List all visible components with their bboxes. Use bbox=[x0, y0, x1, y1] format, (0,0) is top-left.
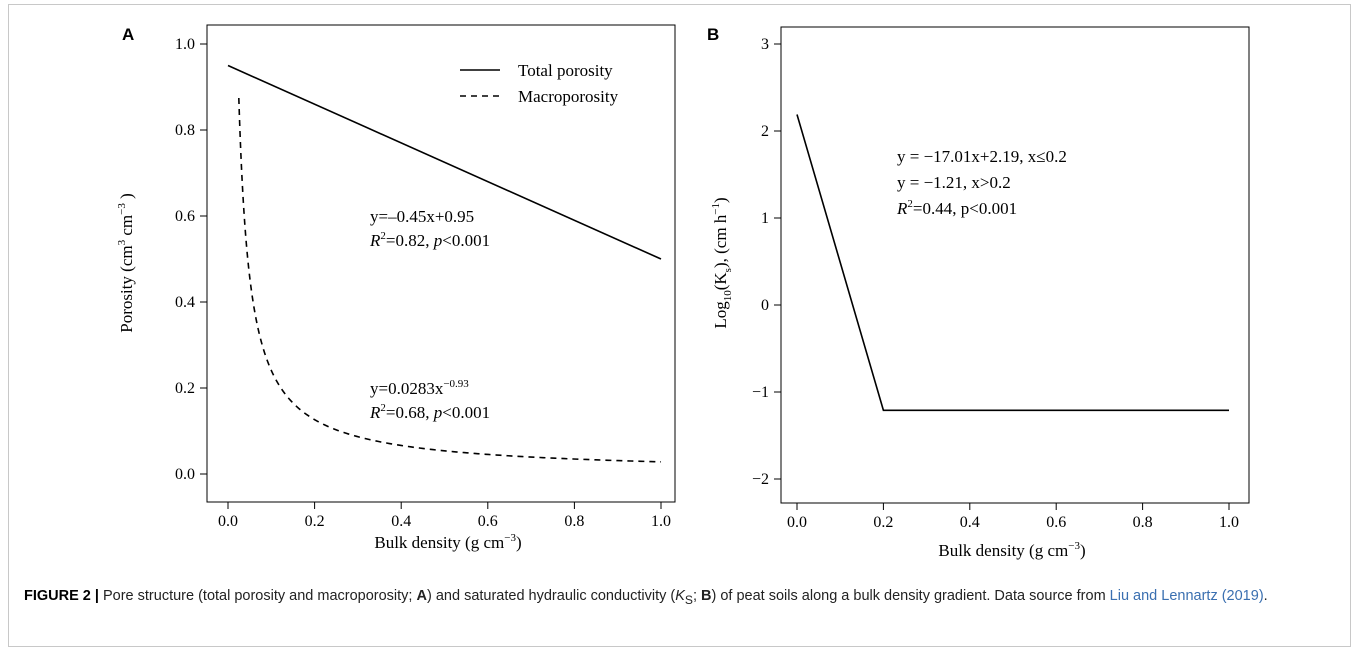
panel-a-plot-frame bbox=[206, 24, 676, 503]
caption-panel-a-ref: A bbox=[416, 588, 427, 604]
figure: A 0.0 0.2 0.4 0.6 0.8 1.0 0.00.20.40.60.81.0 … bbox=[116, 24, 1250, 560]
figure-caption: FIGURE 2 | Pore structure (total porosit… bbox=[24, 586, 1334, 611]
x-tick-label: 0.0 bbox=[787, 514, 807, 531]
legend-macro-label: Macroporosity bbox=[518, 87, 619, 106]
x-tick-label: 0.8 bbox=[564, 513, 584, 530]
y-tick-label: 1 bbox=[761, 210, 769, 227]
y-tick-label: 0.8 bbox=[175, 122, 195, 139]
legend-total-label: Total porosity bbox=[518, 61, 613, 80]
x-tick-label: 1.0 bbox=[1219, 514, 1239, 531]
total-porosity-equation: y=–0.45x+0.95 bbox=[370, 207, 474, 226]
x-tick-label: 0.6 bbox=[478, 513, 498, 530]
x-tick-label: 1.0 bbox=[651, 513, 671, 530]
caption-text: ; bbox=[692, 588, 702, 604]
panel-a-y-axis: 0.0 0.2 0.4 0.6 0.8 1.0 bbox=[175, 36, 207, 483]
y-tick-label: 0.0 bbox=[175, 466, 195, 483]
caption-ks-symbol: K bbox=[675, 588, 685, 604]
x-tick-label: 0.2 bbox=[305, 513, 325, 530]
ks-piecewise-line bbox=[796, 114, 1229, 412]
caption-figure-label: FIGURE 2 | bbox=[24, 588, 99, 604]
panel-a-x-axis-title: Bulk density (g cm−3) bbox=[374, 532, 521, 552]
panel-b-x-axis: 0.0 0.2 0.4 0.6 0.8 1.0 bbox=[787, 503, 1239, 531]
y-tick-label: 3 bbox=[761, 36, 769, 53]
ks-equation-1: y = −17.01x+2.19, x≤0.2 bbox=[897, 147, 1067, 166]
caption-text: Pore structure (total porosity and macro… bbox=[98, 588, 417, 604]
caption-panel-b-ref: B bbox=[701, 588, 712, 604]
y-tick-label: −2 bbox=[752, 471, 769, 488]
panel-b-y-axis-title: Log10(Ks), (cm h−1) bbox=[710, 197, 734, 328]
panel-b: B 0.0 0.2 0.4 0.6 0.8 1.0 −2 −1 0 1 2 3 y = −17.01… bbox=[707, 25, 1250, 560]
macroporosity-line bbox=[238, 97, 662, 463]
caption-text: ) of peat soils along a bulk density gra… bbox=[711, 588, 1110, 604]
y-tick-label: −1 bbox=[752, 384, 769, 401]
panel-b-y-axis: −2 −1 0 1 2 3 bbox=[752, 36, 781, 488]
caption-citation-link[interactable]: Liu and Lennartz (2019) bbox=[1109, 588, 1264, 604]
macroporosity-r2: R2=0.68, p<0.001 bbox=[369, 402, 490, 422]
x-tick-label: 0.2 bbox=[873, 514, 893, 531]
panel-a: A 0.0 0.2 0.4 0.6 0.8 1.0 0.00.20.40.60.81.0 … bbox=[116, 24, 676, 552]
total-porosity-r2: R2=0.82, p<0.001 bbox=[369, 230, 490, 250]
x-tick-label: 0.6 bbox=[1046, 514, 1066, 531]
panel-a-x-axis: 0.0 0.2 0.4 0.6 0.8 1.0 bbox=[218, 502, 671, 530]
y-tick-label: 0.6 bbox=[175, 208, 195, 225]
ks-r2: R2=0.44, p<0.001 bbox=[896, 198, 1017, 218]
panel-b-plot-frame bbox=[780, 26, 1250, 504]
macroporosity-equation: y=0.0283x−0.93 bbox=[370, 378, 469, 398]
x-tick-label: 0.4 bbox=[960, 514, 980, 531]
ks-equation-2: y = −1.21, x>0.2 bbox=[897, 173, 1011, 192]
caption-text: ) and saturated hydraulic conductivity ( bbox=[426, 588, 676, 604]
panel-a-label: A bbox=[122, 25, 134, 44]
x-tick-label: 0.8 bbox=[1133, 514, 1153, 531]
y-tick-label: 1.0 bbox=[175, 36, 195, 53]
panel-b-x-axis-title: Bulk density (g cm−3) bbox=[938, 540, 1085, 560]
caption-ks-subscript: S bbox=[684, 592, 693, 607]
y-tick-label: 2 bbox=[761, 123, 769, 140]
y-tick-label: 0.2 bbox=[175, 380, 195, 397]
panel-a-legend: Total porosity Macroporosity bbox=[460, 61, 619, 106]
y-tick-label: 0.4 bbox=[175, 294, 195, 311]
y-tick-label: 0 bbox=[761, 297, 769, 314]
caption-text: . bbox=[1263, 588, 1268, 604]
panel-a-y-axis-title: Porosity (cm3 cm−3 ) bbox=[116, 193, 136, 333]
x-tick-label: 0.0 bbox=[218, 513, 238, 530]
figure-frame bbox=[8, 4, 1351, 647]
panel-b-label: B bbox=[707, 25, 719, 44]
x-tick-label: 0.4 bbox=[391, 513, 411, 530]
total-porosity-line bbox=[227, 64, 662, 260]
